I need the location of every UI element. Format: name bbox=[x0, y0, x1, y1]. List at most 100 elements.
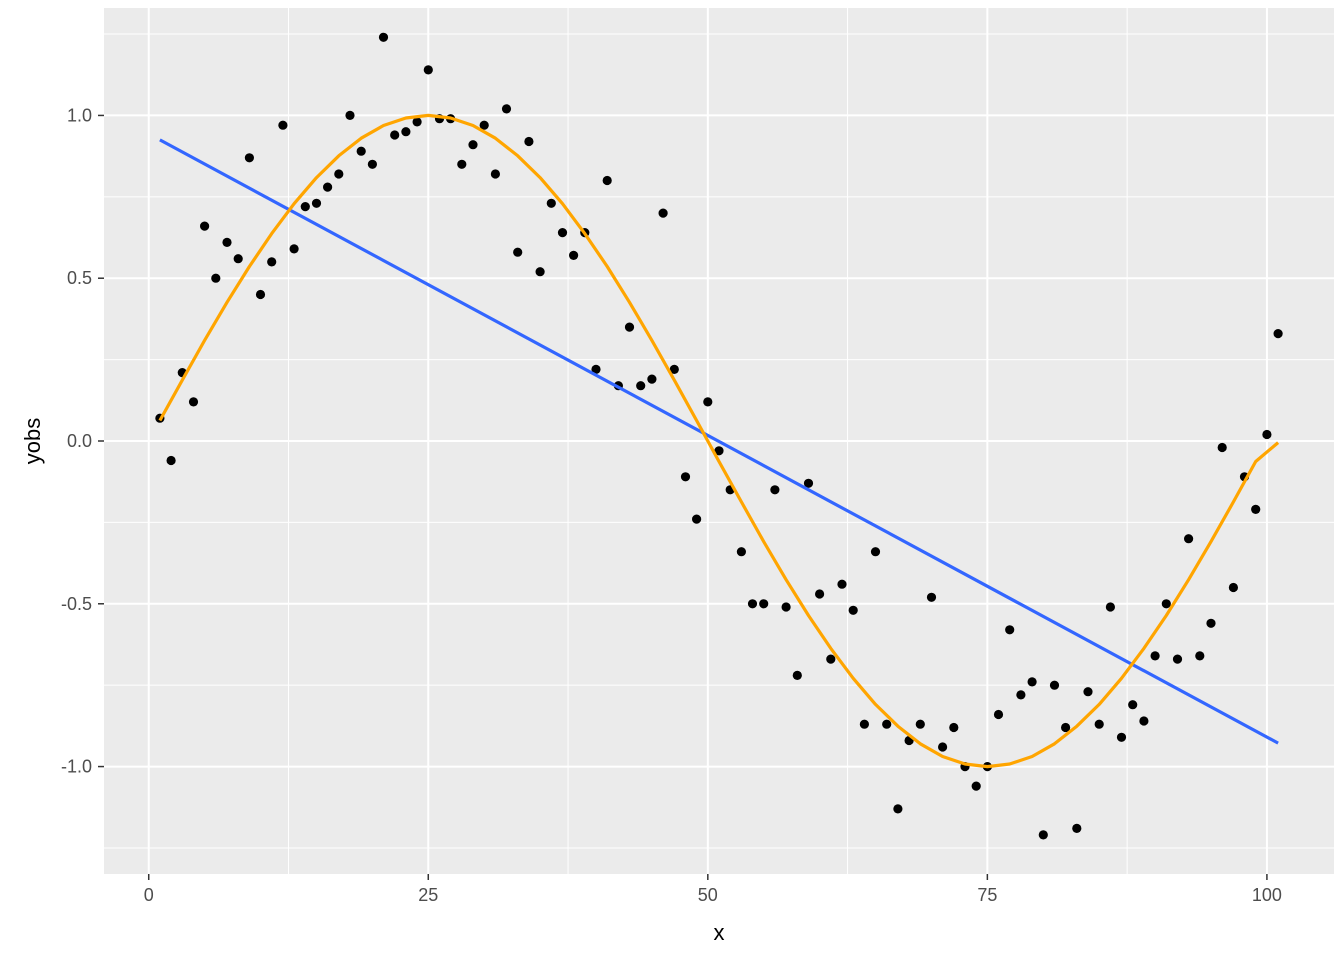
data-point bbox=[859, 719, 870, 729]
data-point bbox=[546, 198, 556, 208]
data-point bbox=[222, 237, 232, 247]
data-point bbox=[524, 136, 534, 147]
data-point bbox=[993, 709, 1004, 720]
data-point bbox=[513, 247, 523, 257]
data-point bbox=[1128, 700, 1138, 710]
data-point bbox=[1161, 599, 1171, 609]
data-point bbox=[1027, 677, 1037, 687]
data-point bbox=[1184, 534, 1194, 544]
data-point bbox=[490, 169, 500, 179]
data-point bbox=[1116, 732, 1127, 742]
data-point bbox=[390, 130, 400, 140]
data-point bbox=[848, 605, 858, 615]
data-point bbox=[535, 267, 545, 277]
x-tick-label: 0 bbox=[144, 885, 154, 905]
x-tick-label: 100 bbox=[1252, 885, 1282, 905]
data-point bbox=[1139, 716, 1149, 726]
data-point bbox=[289, 244, 299, 254]
x-tick-label: 75 bbox=[977, 885, 997, 905]
data-point bbox=[680, 472, 691, 482]
data-point bbox=[624, 322, 635, 332]
data-point bbox=[188, 397, 199, 407]
data-point bbox=[803, 478, 814, 488]
data-point bbox=[926, 592, 937, 602]
data-point bbox=[949, 722, 959, 733]
data-point bbox=[826, 654, 836, 664]
data-point bbox=[1061, 722, 1071, 733]
data-point bbox=[703, 397, 713, 407]
y-axis: -1.0 -0.5 0.0 0.5 1.0 bbox=[61, 105, 104, 777]
data-point bbox=[1083, 687, 1093, 697]
data-point bbox=[1005, 625, 1015, 635]
data-point bbox=[1072, 823, 1082, 834]
data-point bbox=[278, 120, 288, 130]
data-point bbox=[647, 374, 657, 384]
y-tick-label: 0.5 bbox=[67, 268, 92, 288]
x-axis-title: x bbox=[714, 920, 725, 945]
data-point bbox=[367, 159, 377, 169]
y-axis-title: yobs bbox=[20, 418, 45, 464]
data-point bbox=[1172, 654, 1183, 664]
sine-curve-line bbox=[158, 113, 1280, 769]
linear-fit-line bbox=[159, 138, 1279, 745]
data-point bbox=[233, 254, 243, 264]
data-point bbox=[837, 579, 847, 589]
data-point bbox=[882, 719, 892, 729]
data-point bbox=[602, 175, 612, 186]
data-point bbox=[255, 289, 266, 300]
x-axis: 0 25 50 75 100 bbox=[144, 874, 1282, 905]
x-tick-label: 50 bbox=[698, 885, 718, 905]
data-point bbox=[345, 110, 355, 120]
data-point bbox=[1206, 618, 1216, 628]
data-point bbox=[915, 719, 925, 729]
data-point bbox=[1217, 442, 1227, 453]
data-point bbox=[1228, 582, 1238, 593]
data-point bbox=[334, 169, 344, 179]
data-point bbox=[412, 117, 422, 127]
data-point bbox=[323, 182, 333, 192]
grid-major bbox=[104, 8, 1334, 874]
data-points bbox=[155, 32, 1283, 840]
data-point bbox=[1094, 719, 1104, 729]
data-point bbox=[200, 221, 210, 231]
data-point bbox=[1150, 651, 1160, 661]
data-point bbox=[557, 228, 568, 238]
data-point bbox=[300, 202, 310, 212]
data-point bbox=[591, 364, 601, 374]
data-point bbox=[501, 104, 512, 114]
data-point bbox=[669, 364, 679, 374]
y-tick-label: 0.0 bbox=[67, 431, 92, 451]
data-point bbox=[1105, 602, 1115, 612]
data-point bbox=[658, 208, 668, 218]
data-point bbox=[781, 602, 791, 612]
data-point bbox=[401, 127, 411, 137]
data-point bbox=[457, 159, 467, 169]
data-point bbox=[211, 273, 221, 283]
data-point bbox=[1049, 680, 1060, 690]
data-point bbox=[692, 514, 702, 524]
data-point bbox=[1262, 429, 1272, 440]
data-point bbox=[244, 153, 254, 163]
data-point bbox=[356, 146, 366, 156]
data-point bbox=[747, 599, 758, 609]
data-point bbox=[792, 670, 802, 681]
y-tick-label: 1.0 bbox=[67, 105, 92, 125]
data-point bbox=[1251, 504, 1261, 514]
data-point bbox=[893, 804, 903, 814]
data-point bbox=[166, 455, 176, 466]
y-tick-label: -0.5 bbox=[61, 594, 92, 614]
data-point bbox=[311, 198, 322, 208]
data-point bbox=[468, 140, 478, 150]
data-point bbox=[1016, 690, 1026, 700]
data-point bbox=[423, 65, 433, 75]
data-point bbox=[569, 250, 579, 260]
data-point bbox=[378, 32, 389, 42]
data-point bbox=[1195, 651, 1205, 661]
data-point bbox=[479, 120, 489, 130]
data-point bbox=[971, 781, 981, 791]
data-point bbox=[736, 547, 747, 557]
fit-lines bbox=[158, 113, 1280, 769]
y-tick-label: -1.0 bbox=[61, 757, 92, 777]
data-point bbox=[870, 547, 881, 557]
